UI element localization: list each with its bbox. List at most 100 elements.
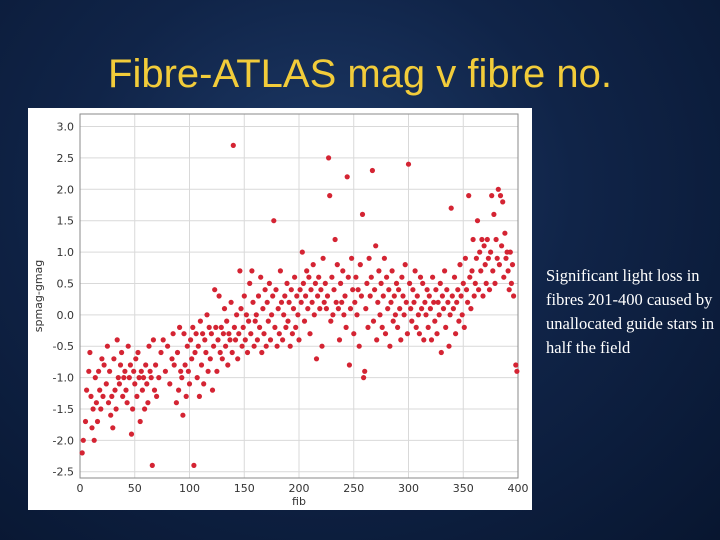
- x-axis-label: fib: [292, 495, 306, 508]
- data-point: [420, 280, 426, 286]
- x-tick-label: 150: [234, 482, 255, 495]
- data-point: [425, 324, 431, 330]
- data-point: [341, 312, 347, 318]
- data-point: [370, 318, 377, 324]
- data-point: [246, 318, 252, 324]
- data-point: [153, 362, 159, 368]
- y-tick-label: 1.5: [57, 215, 75, 228]
- data-point: [446, 343, 452, 349]
- data-point: [326, 155, 332, 161]
- data-point: [301, 318, 308, 324]
- data-point: [158, 349, 164, 356]
- data-point: [184, 343, 190, 349]
- data-point: [376, 268, 382, 274]
- data-point: [410, 287, 416, 293]
- data-point: [125, 343, 131, 349]
- data-point: [365, 324, 371, 330]
- data-point: [451, 274, 458, 280]
- data-point: [87, 349, 93, 356]
- data-point: [123, 387, 129, 393]
- data-point: [109, 393, 115, 399]
- data-point: [458, 293, 464, 299]
- data-point: [192, 349, 198, 356]
- data-point: [450, 306, 456, 312]
- data-point: [136, 375, 142, 381]
- data-point: [432, 318, 438, 324]
- data-point: [440, 306, 447, 312]
- data-point: [321, 299, 327, 305]
- data-point: [353, 274, 359, 280]
- data-point: [396, 287, 402, 293]
- data-point: [393, 280, 400, 286]
- data-point: [324, 293, 331, 299]
- data-point: [203, 349, 209, 356]
- data-point: [344, 174, 350, 180]
- data-point: [225, 362, 231, 368]
- data-point: [460, 280, 466, 286]
- data-point: [381, 255, 387, 261]
- data-point: [281, 312, 287, 318]
- data-point: [263, 343, 269, 349]
- data-point: [214, 368, 220, 374]
- data-point: [204, 312, 210, 318]
- data-point: [288, 287, 294, 293]
- y-tick-label: -2.0: [53, 434, 74, 447]
- data-point: [366, 255, 372, 261]
- data-point: [181, 331, 187, 337]
- data-point: [283, 324, 289, 330]
- data-point: [372, 287, 378, 293]
- data-point: [238, 306, 244, 312]
- scatter-plot-svg: 0 50 100 150 200 250 300 350 400 3.0 2.5 2.0 1.5 1.0 0…: [32, 113, 529, 508]
- data-point: [364, 280, 370, 286]
- data-point: [373, 243, 379, 249]
- data-point: [345, 274, 351, 280]
- data-point: [331, 287, 337, 293]
- data-point: [250, 299, 256, 305]
- data-point: [494, 255, 500, 261]
- data-point: [424, 287, 430, 293]
- data-point: [165, 343, 171, 349]
- data-point: [391, 293, 397, 299]
- data-point: [145, 400, 151, 406]
- y-tick-label: -2.5: [53, 466, 74, 479]
- data-point: [286, 299, 292, 305]
- data-point: [252, 318, 258, 324]
- data-point: [277, 268, 283, 274]
- data-point: [274, 343, 280, 349]
- data-point: [142, 406, 148, 412]
- data-point: [317, 306, 323, 312]
- data-point: [221, 306, 228, 312]
- data-point: [193, 331, 199, 337]
- data-point: [284, 280, 290, 286]
- data-point: [223, 343, 229, 349]
- data-point: [121, 375, 127, 381]
- data-point: [459, 312, 465, 318]
- data-point: [289, 331, 295, 337]
- data-point: [229, 349, 235, 356]
- data-point: [97, 387, 103, 393]
- data-point: [133, 356, 139, 362]
- data-point: [247, 280, 253, 286]
- data-point: [200, 331, 206, 337]
- data-point: [242, 337, 248, 343]
- data-point: [404, 331, 410, 337]
- data-point: [218, 324, 224, 330]
- data-point: [382, 331, 389, 337]
- data-point: [231, 324, 237, 330]
- data-point: [426, 293, 432, 299]
- data-point: [328, 318, 334, 324]
- data-point: [336, 337, 343, 343]
- data-point: [311, 312, 317, 318]
- data-point: [390, 318, 396, 324]
- data-point: [211, 343, 217, 349]
- data-point: [430, 274, 436, 280]
- data-point: [454, 299, 460, 305]
- data-point: [205, 368, 211, 374]
- data-point: [185, 368, 191, 374]
- data-point: [362, 368, 368, 374]
- data-point: [322, 280, 328, 286]
- data-point: [189, 356, 195, 362]
- data-point: [479, 236, 485, 243]
- data-point: [357, 262, 363, 268]
- data-point: [177, 324, 183, 330]
